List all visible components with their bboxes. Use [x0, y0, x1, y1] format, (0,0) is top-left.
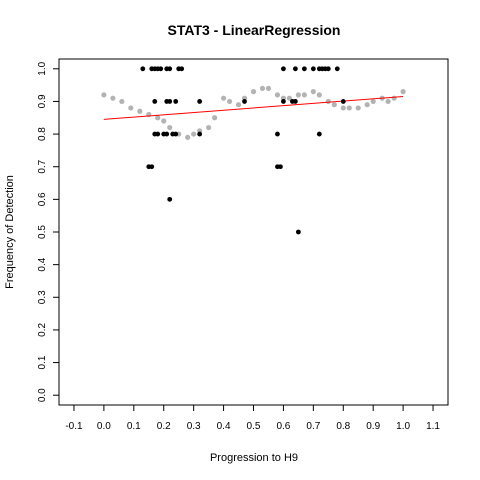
- data-point: [278, 164, 283, 170]
- smoothed-point: [385, 98, 391, 105]
- smoothed-point: [167, 124, 173, 131]
- data-point: [242, 99, 247, 104]
- x-tick-label: 0.2: [157, 421, 171, 432]
- smoothed-point: [301, 92, 307, 98]
- smoothed-point: [340, 105, 346, 111]
- y-tick-label: 0.4: [37, 257, 48, 271]
- data-point: [173, 99, 179, 104]
- smoothed-point: [370, 98, 376, 105]
- y-tick-label: 0.7: [37, 159, 48, 173]
- smoothed-point: [110, 95, 116, 101]
- x-tick-label: -0.1: [65, 421, 83, 432]
- data-point: [167, 66, 173, 72]
- regression-line: [103, 96, 404, 120]
- data-point: [197, 99, 203, 104]
- y-tick-label: 0.8: [37, 127, 48, 141]
- y-axis: 0.0 0.1 0.2 0.3 0.4 0.5 0.6 0.7 0.8 0.9 1.0: [37, 61, 59, 402]
- smoothed-point: [235, 102, 242, 108]
- smoothed-point: [364, 102, 370, 108]
- smoothed-point: [400, 89, 406, 95]
- plot-area: [58, 58, 449, 406]
- x-tick-label: 0.8: [336, 421, 350, 432]
- chart-title: STAT3 - LinearRegression: [168, 22, 341, 38]
- smoothed-point: [128, 105, 134, 111]
- y-tick-label: 0.2: [37, 323, 48, 337]
- smoothed-point: [226, 98, 233, 105]
- smoothed-point: [155, 115, 161, 121]
- y-tick-label: 0.9: [37, 94, 48, 108]
- smoothed-point: [286, 95, 293, 101]
- smoothed-point: [212, 115, 218, 121]
- smoothed-point: [310, 89, 316, 95]
- smoothed-point: [325, 98, 331, 105]
- y-tick-label: 0.6: [37, 192, 48, 206]
- data-point: [164, 131, 170, 137]
- y-tick-label: 0.1: [37, 355, 48, 369]
- x-tick-label: 0.1: [127, 421, 141, 432]
- smoothed-point: [101, 92, 107, 98]
- data-point: [158, 66, 164, 72]
- data-point: [334, 66, 340, 72]
- smoothed-point: [295, 92, 301, 98]
- observed-points: [140, 66, 346, 235]
- data-point: [301, 66, 307, 72]
- data-point: [155, 131, 161, 137]
- data-point: [152, 99, 158, 104]
- smoothed-point: [250, 89, 257, 95]
- x-tick-label: 0.4: [217, 421, 231, 432]
- data-point: [197, 131, 203, 137]
- x-tick-label: 1.1: [426, 421, 440, 432]
- data-point: [292, 99, 298, 104]
- y-tick-label: 0.5: [37, 225, 48, 239]
- data-point: [167, 196, 173, 202]
- smoothed-point: [265, 85, 272, 91]
- data-point: [140, 66, 146, 72]
- x-tick-label: 0.5: [247, 421, 261, 432]
- data-point: [325, 66, 331, 72]
- smoothed-point: [259, 85, 266, 91]
- x-tick-label: 0.0: [97, 421, 111, 432]
- data-point: [173, 131, 179, 137]
- x-tick-label: 1.0: [396, 421, 410, 432]
- data-point: [316, 131, 322, 137]
- data-point: [310, 66, 316, 72]
- data-point: [275, 131, 280, 137]
- x-tick-label: 0.9: [366, 421, 380, 432]
- y-tick-label: 1.0: [37, 61, 48, 75]
- smoothed-point: [346, 105, 352, 111]
- data-point: [340, 99, 346, 104]
- data-point: [167, 99, 173, 104]
- smoothed-point: [119, 98, 125, 105]
- x-tick-label: 0.3: [187, 421, 201, 432]
- data-point: [295, 229, 301, 235]
- data-point: [281, 99, 286, 104]
- smoothed-point: [220, 95, 227, 101]
- x-tick-label: 0.7: [306, 421, 320, 432]
- data-point: [292, 66, 298, 72]
- smoothed-point: [185, 134, 191, 140]
- data-point: [146, 164, 152, 170]
- smoothed-point: [391, 95, 397, 101]
- smoothed-point: [274, 92, 281, 98]
- smoothed-point: [331, 102, 337, 108]
- y-axis-label: Frequency of Detection: [4, 175, 16, 289]
- data-point: [179, 66, 185, 72]
- x-tick-label: 0.6: [276, 421, 290, 432]
- x-axis: -0.1 0.0 0.1 0.2 0.3 0.4 0.5 0.6 0.7 0.8 0.9 1.0 1.1: [65, 405, 440, 432]
- smoothed-point: [161, 118, 167, 124]
- plot-frame: [58, 58, 449, 406]
- smoothed-point: [206, 124, 212, 131]
- smoothed-point: [355, 105, 361, 111]
- regression-line-layer: [103, 96, 404, 120]
- smoothed-point: [316, 92, 322, 98]
- x-axis-label: Progression to H9: [210, 452, 298, 464]
- smoothed-point: [191, 131, 197, 137]
- y-tick-label: 0.3: [37, 290, 48, 304]
- data-point: [281, 66, 286, 72]
- smoothed-series: [101, 85, 406, 140]
- y-tick-label: 0.0: [37, 388, 48, 402]
- smoothed-point: [137, 108, 143, 114]
